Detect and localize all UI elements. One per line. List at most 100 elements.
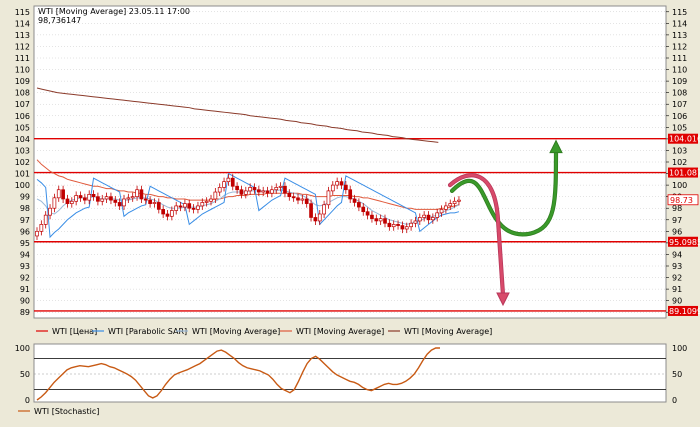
y-tick-label: 92 [20,274,30,283]
level-labels: 104.016 101.087 95.0985 89.1099 98.73 [667,133,700,316]
candle-body [348,189,353,200]
candle-body [52,197,57,209]
candle-body [365,211,370,216]
up-arrow [450,147,558,236]
level-label: 89.1099 [669,307,700,316]
candle-body [113,199,118,203]
candle-body [82,197,87,201]
candle-body [161,209,165,215]
y-tick-label: 95 [20,239,30,248]
last-price-tag [667,194,699,206]
y-tick-label-right: 100 [672,181,687,190]
candle-body [165,213,170,217]
candle-body [61,189,65,200]
candle-body [74,195,79,202]
candle-body [187,203,192,209]
stochastic-legend: WTI [Stochastic] [18,407,99,416]
candle-body [170,210,174,217]
candle-body [117,202,122,207]
y-tick-label: 90 [20,297,30,306]
candle-body [204,200,209,203]
candle-body [139,189,144,200]
candle-body [261,190,266,193]
candle-body [78,195,83,199]
y-tick-label: 103 [15,146,30,155]
y-tick-label: 99 [20,193,30,202]
candle-body [296,197,300,201]
stochastic-series [36,347,440,401]
candle-body [439,209,444,214]
y-tick-label-right: 115 [672,8,687,17]
candle-body [196,205,200,210]
y-tick-label: 111 [15,54,30,63]
y-tick-label-right: 92 [672,274,682,283]
ma-slow-line [36,87,439,143]
level-label: 101.087 [669,169,700,178]
stochastic-levels [34,357,666,391]
candle-body [313,217,318,222]
candle-body [374,218,379,222]
y-tick-label-right: 94 [672,250,682,259]
candle-body [183,203,187,208]
candle-body [452,200,457,204]
y-tick-label: 101 [15,170,30,179]
y-tick-label: 107 [15,100,30,109]
y-tick-label-right: 98 [672,204,682,213]
candle-body [357,202,361,208]
candle-body [431,217,435,221]
stochastic-axes: 0 0 50 50 100 100 [15,344,688,405]
candle-body [43,214,48,225]
level-tag [668,133,698,144]
candle-body [265,190,270,194]
last-price-label: 98.73 [670,196,693,205]
legend-label: WTI [Moving Average] [296,327,384,336]
price-grid [34,11,666,313]
candle-body [317,213,322,222]
candle-body [122,198,126,207]
y-tick-label-right: 93 [672,262,682,271]
candle-body [126,197,131,200]
candle-body [391,224,396,228]
y-tick-label-right: 111 [672,54,687,63]
chart-title: WTI [Moving Average] 23.05.11 17:00 [38,7,190,16]
candle-body [217,187,222,193]
candle-body [339,181,344,186]
candle-body [278,185,283,188]
candle-body [270,189,274,194]
y-tick-label-right: 107 [672,100,687,109]
sar-line [36,172,460,239]
candle-body [243,190,248,195]
candle-body [135,189,139,198]
legend-label: WTI [Moving Average] [192,327,280,336]
candle-body [426,214,431,221]
down-arrow [448,173,505,297]
candle-body [309,203,313,218]
y-tick-label: 97 [20,216,30,225]
stoch-tick-label: 50 [20,370,30,379]
legend-label: WTI [Цена] [52,327,97,336]
candle-body [200,202,205,207]
y-tick-label: 110 [15,66,30,75]
ma-mid-line [36,159,460,210]
y-tick-label-right: 103 [672,146,687,155]
candle-body [213,191,218,200]
candle-body [191,207,196,210]
candle-body [48,207,52,216]
candle-body [248,187,252,192]
horizontal-levels[interactable] [34,138,666,312]
y-tick-label: 113 [15,31,30,40]
candle-body [335,181,339,186]
y-tick-label-right: 90 [672,297,682,306]
candle-body [65,198,70,204]
stoch-line [36,347,440,401]
candle-body [209,198,213,202]
stochastic-panel[interactable] [33,343,667,403]
y-tick-label-right: 105 [672,123,687,132]
down-arrow-head [496,292,510,307]
y-tick-label: 94 [20,250,30,259]
y-tick-label: 114 [15,19,30,28]
forecast-arrows [447,139,563,307]
candle-body [230,177,235,187]
